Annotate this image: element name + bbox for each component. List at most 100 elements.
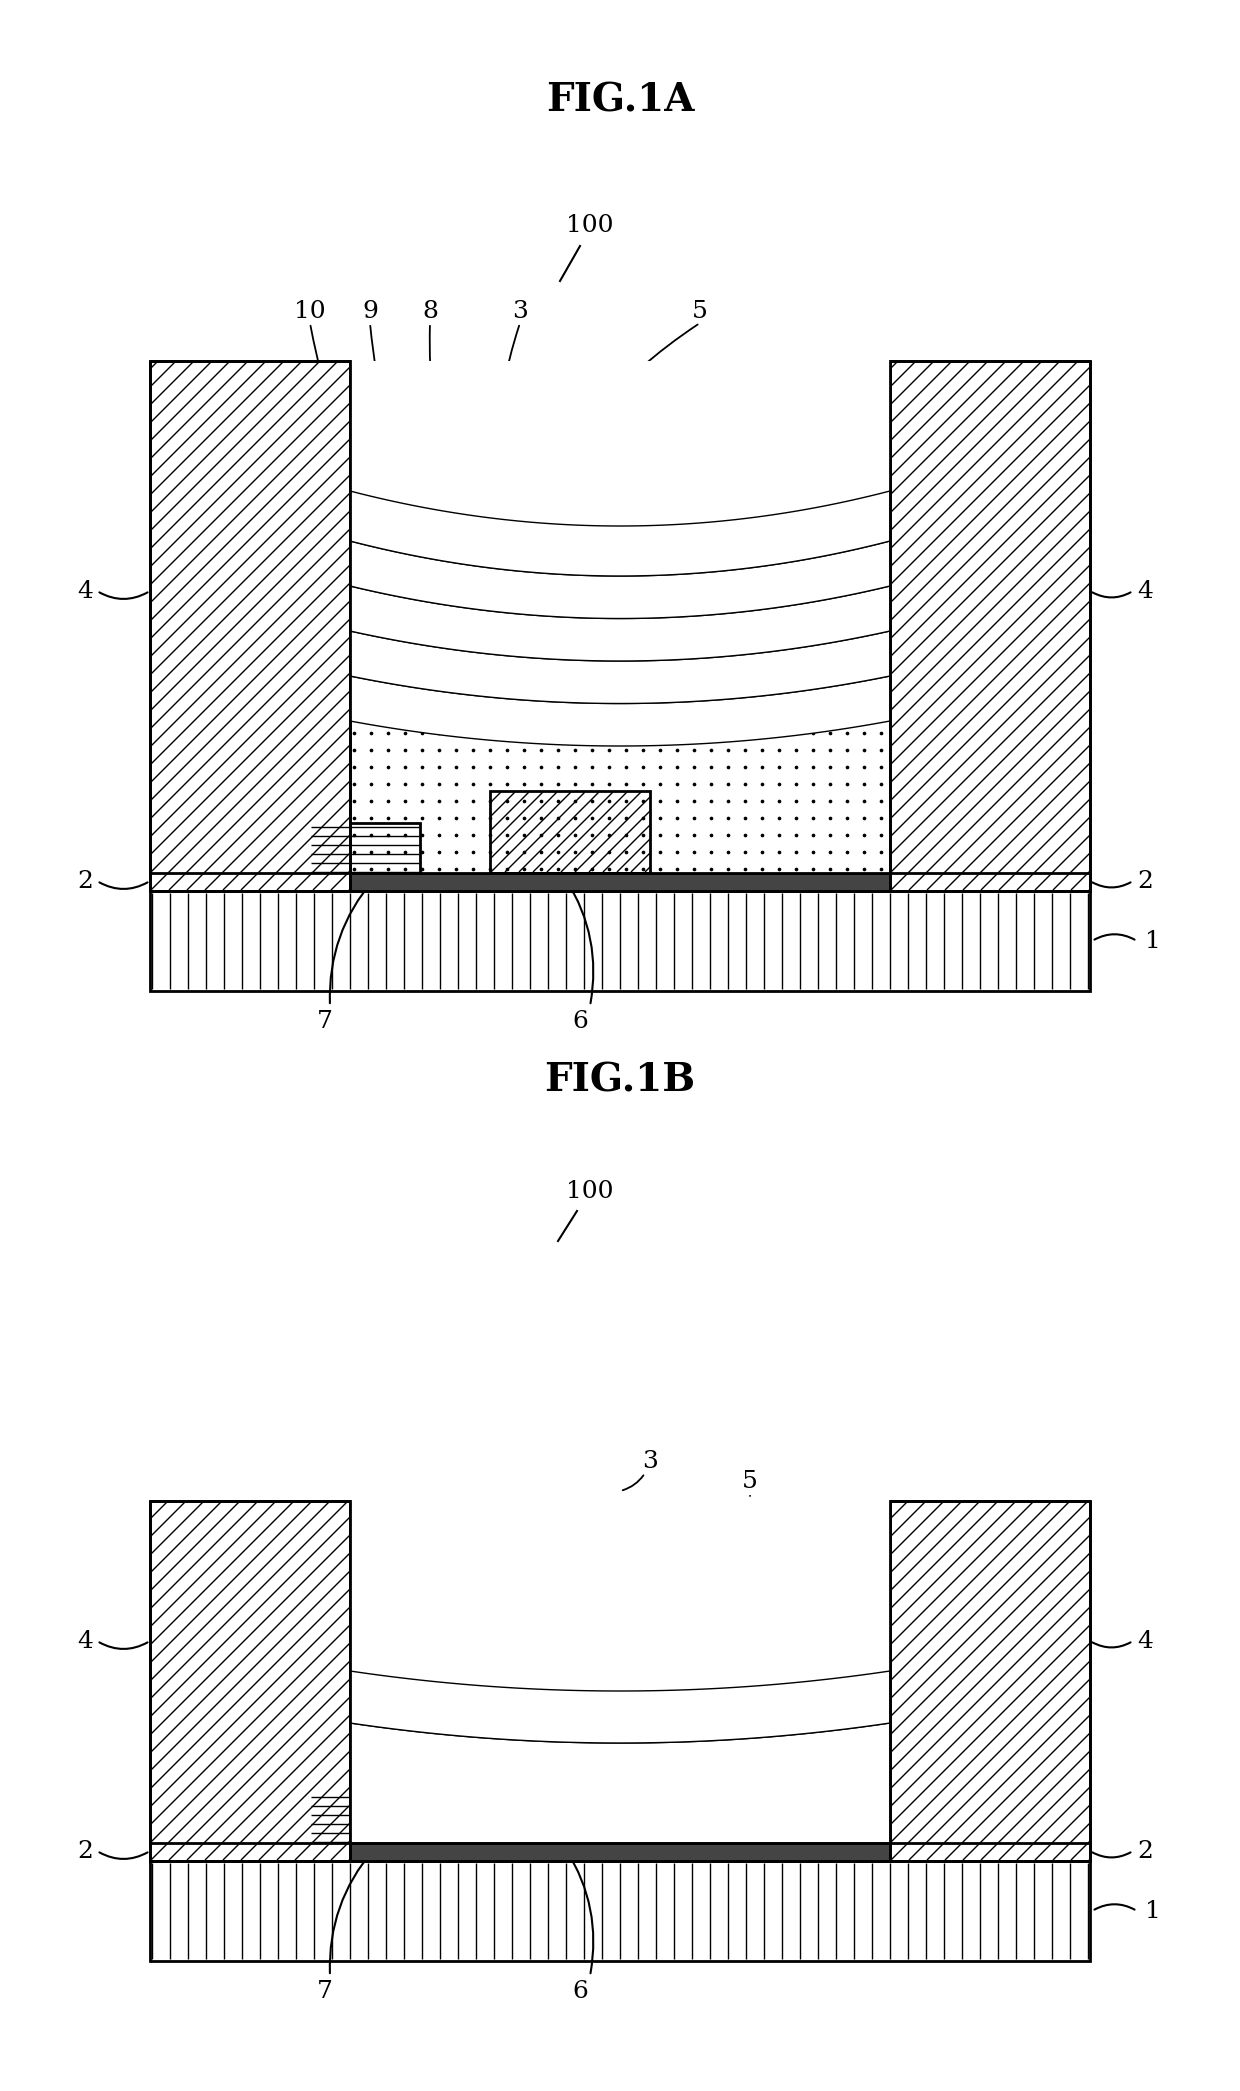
Point [548,1721,568,1754]
Point [582,834,601,868]
Point [753,801,773,834]
Point [480,834,500,868]
Point [565,801,585,834]
Point [804,1704,823,1738]
Point [378,751,398,784]
Point [429,734,449,767]
Point [599,1788,619,1821]
Point [396,734,415,767]
Point [463,734,482,767]
Point [515,1754,534,1788]
Point [446,853,466,887]
Point [735,1721,755,1754]
Point [854,767,874,801]
Point [396,1704,415,1738]
Point [820,784,839,818]
Point [684,1821,704,1855]
Point [497,734,517,767]
Point [582,717,601,751]
Point [804,801,823,834]
Point [582,734,601,767]
Text: 3: 3 [642,1449,658,1472]
Point [582,751,601,784]
Point [804,834,823,868]
Point [667,717,687,751]
Point [599,1669,619,1702]
Point [463,1821,482,1855]
Point [701,1771,720,1805]
Point [412,1738,432,1771]
Point [820,1738,839,1771]
Point [582,1669,601,1702]
Point [446,834,466,868]
Point [769,1738,789,1771]
Point [701,1788,720,1821]
Point [735,1685,755,1719]
Point [361,1721,381,1754]
Point [343,1754,363,1788]
Point [854,1821,874,1855]
Point [667,1754,687,1788]
Point [667,801,687,834]
Point [599,834,619,868]
Point [565,767,585,801]
Point [343,834,363,868]
Point [870,1821,890,1855]
Polygon shape [150,891,1090,991]
Point [837,751,857,784]
Point [463,1805,482,1838]
Point [870,1805,890,1838]
Point [412,1754,432,1788]
Point [378,767,398,801]
Point [548,834,568,868]
Text: 7: 7 [317,1010,332,1033]
Point [837,1669,857,1702]
Point [616,1721,636,1754]
Point [820,717,839,751]
Point [735,834,755,868]
Point [515,1788,534,1821]
Point [515,751,534,784]
Point [718,1771,738,1805]
Point [361,1754,381,1788]
Point [837,734,857,767]
Point [650,1685,670,1719]
Point [497,834,517,868]
Point [531,1704,551,1738]
Point [480,1805,500,1838]
Point [854,784,874,818]
Point [684,834,704,868]
Point [497,1805,517,1838]
Point [446,1821,466,1855]
Point [616,1669,636,1702]
Text: FIG.1B: FIG.1B [544,1062,696,1100]
Text: 2: 2 [1137,1840,1153,1863]
Point [548,1669,568,1702]
Point [429,717,449,751]
Point [361,1821,381,1855]
Point [412,853,432,887]
Point [769,1771,789,1805]
Point [769,1754,789,1788]
Point [599,1738,619,1771]
Point [548,818,568,851]
Point [582,784,601,818]
Point [446,734,466,767]
Point [480,767,500,801]
Point [429,767,449,801]
Point [634,853,653,887]
Point [548,1805,568,1838]
Point [463,1721,482,1754]
Point [634,1788,653,1821]
Point [837,1685,857,1719]
Point [870,801,890,834]
Point [701,1821,720,1855]
Point [361,784,381,818]
Text: 6: 6 [572,1010,588,1033]
Point [412,767,432,801]
Point [718,1754,738,1788]
Point [769,751,789,784]
Point [565,1754,585,1788]
Point [396,1669,415,1702]
Point [786,717,806,751]
